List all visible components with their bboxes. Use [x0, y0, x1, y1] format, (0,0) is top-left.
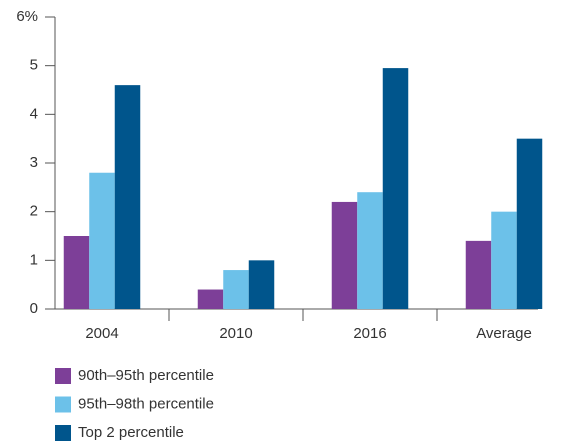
legend-label: Top 2 percentile	[78, 424, 184, 441]
y-tick-label: 5	[30, 57, 38, 74]
y-tick-label: 6%	[16, 8, 38, 25]
bar	[114, 85, 141, 309]
y-tick-label: 1	[30, 251, 38, 268]
bar	[63, 236, 90, 309]
y-tick-label: 0	[30, 300, 38, 317]
legend-swatch	[55, 396, 71, 413]
x-tick-label: Average	[476, 325, 532, 342]
legend-label: 95th–98th percentile	[78, 395, 214, 412]
y-tick-label: 4	[30, 105, 38, 122]
bar	[223, 270, 249, 309]
legend-label: 90th–95th percentile	[78, 367, 214, 384]
x-tick-label: 2010	[219, 325, 252, 342]
y-tick-label: 3	[30, 154, 38, 171]
y-tick-label: 2	[30, 203, 38, 220]
bar	[382, 68, 409, 309]
bar	[331, 201, 358, 309]
bar	[197, 289, 224, 309]
bar	[248, 260, 275, 309]
x-tick-label: 2004	[85, 325, 118, 342]
legend-swatch	[55, 368, 71, 384]
x-tick-label: 2016	[353, 325, 386, 342]
legend-swatch	[55, 425, 71, 441]
bar	[465, 240, 492, 309]
bar	[491, 211, 517, 309]
bar	[516, 138, 543, 309]
bar	[357, 192, 383, 309]
bar	[89, 172, 115, 309]
